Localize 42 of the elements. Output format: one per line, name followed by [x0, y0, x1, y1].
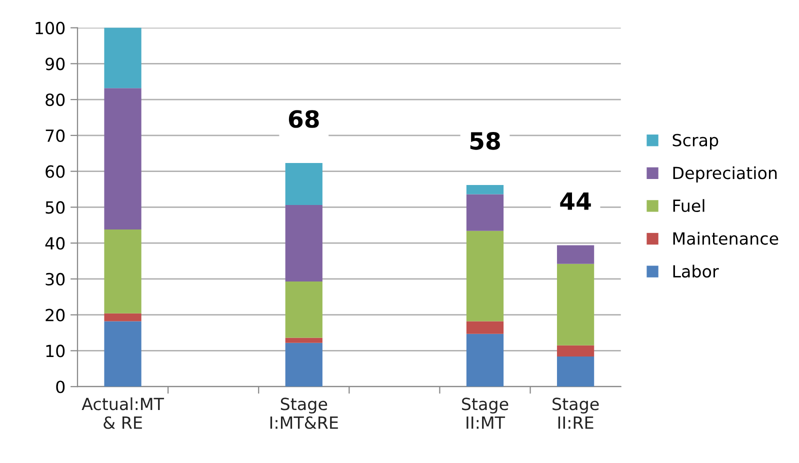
y-tick-label: 100 [36, 22, 65, 34]
bar [466, 321, 504, 334]
bar [104, 321, 142, 387]
legend-label: Labor [673, 264, 719, 278]
bar [466, 230, 504, 322]
y-tick-label: 70 [46, 129, 65, 142]
y-tick-label: 40 [45, 237, 65, 250]
y-tick-label: 0 [56, 380, 65, 394]
bar [556, 345, 594, 356]
bar [104, 28, 142, 88]
bar [556, 356, 594, 387]
y-tick-label: 90 [46, 58, 65, 70]
x-tick-label: Stage I:MT&RE [270, 398, 338, 429]
bar [556, 245, 594, 264]
bar [104, 313, 142, 322]
y-tick-label: 50 [46, 201, 65, 214]
annotation: 58 [470, 132, 500, 150]
bar [285, 205, 322, 282]
legend-label: Fuel [673, 199, 704, 212]
x-tick-label: Actual:MT & RE [82, 397, 164, 429]
y-tick-label: 30 [46, 272, 65, 286]
bar [285, 338, 322, 343]
bar [285, 163, 322, 206]
annotation: 44 [560, 192, 591, 210]
annotation: 68 [288, 110, 319, 128]
bar [285, 342, 322, 387]
bar [466, 184, 504, 194]
legend-label: Maintenance [673, 232, 778, 245]
x-tick-label: Stage II:MT [462, 398, 508, 429]
bar [556, 264, 594, 346]
y-tick-label: 20 [46, 308, 65, 322]
bar [466, 334, 504, 387]
y-tick-label: 10 [46, 344, 65, 358]
y-tick-label: 80 [46, 94, 65, 106]
bar [104, 229, 142, 314]
legend-label: Depreciation [673, 166, 777, 182]
bar [104, 88, 142, 230]
legend-label: Scrap [672, 134, 718, 150]
bar [285, 281, 322, 338]
bar [466, 194, 504, 231]
x-tick-label: Stage II:RE [552, 398, 599, 429]
y-tick-label: 60 [46, 165, 65, 178]
